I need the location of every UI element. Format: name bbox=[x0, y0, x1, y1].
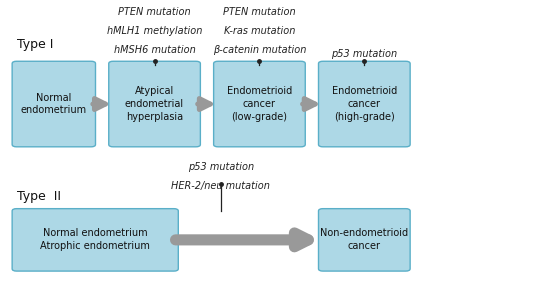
Text: Endometrioid
cancer
(low-grade): Endometrioid cancer (low-grade) bbox=[227, 86, 292, 122]
Text: p53 mutation: p53 mutation bbox=[331, 49, 397, 59]
Text: Atypical
endometrial
hyperplasia: Atypical endometrial hyperplasia bbox=[125, 86, 184, 122]
Text: Type I: Type I bbox=[17, 38, 53, 51]
FancyBboxPatch shape bbox=[319, 61, 410, 147]
FancyBboxPatch shape bbox=[12, 209, 178, 271]
Text: Normal
endometrium: Normal endometrium bbox=[21, 93, 87, 115]
Text: β-catenin mutation: β-catenin mutation bbox=[213, 45, 306, 55]
Text: Type  II: Type II bbox=[17, 190, 61, 203]
Text: Non-endometrioid
cancer: Non-endometrioid cancer bbox=[320, 229, 408, 251]
Text: hMLH1 methylation: hMLH1 methylation bbox=[107, 26, 202, 36]
Text: PTEN mutation: PTEN mutation bbox=[223, 7, 296, 17]
Text: p53 mutation: p53 mutation bbox=[188, 162, 254, 172]
FancyBboxPatch shape bbox=[12, 61, 95, 147]
FancyBboxPatch shape bbox=[319, 209, 410, 271]
Text: Normal endometrium
Atrophic endometrium: Normal endometrium Atrophic endometrium bbox=[40, 229, 150, 251]
Text: hMSH6 mutation: hMSH6 mutation bbox=[114, 45, 195, 55]
Text: HER-2/neu mutation: HER-2/neu mutation bbox=[171, 181, 270, 191]
Text: Endometrioid
cancer
(high-grade): Endometrioid cancer (high-grade) bbox=[332, 86, 397, 122]
Text: K-ras mutation: K-ras mutation bbox=[224, 26, 295, 36]
FancyBboxPatch shape bbox=[214, 61, 305, 147]
Text: PTEN mutation: PTEN mutation bbox=[118, 7, 191, 17]
FancyBboxPatch shape bbox=[109, 61, 200, 147]
